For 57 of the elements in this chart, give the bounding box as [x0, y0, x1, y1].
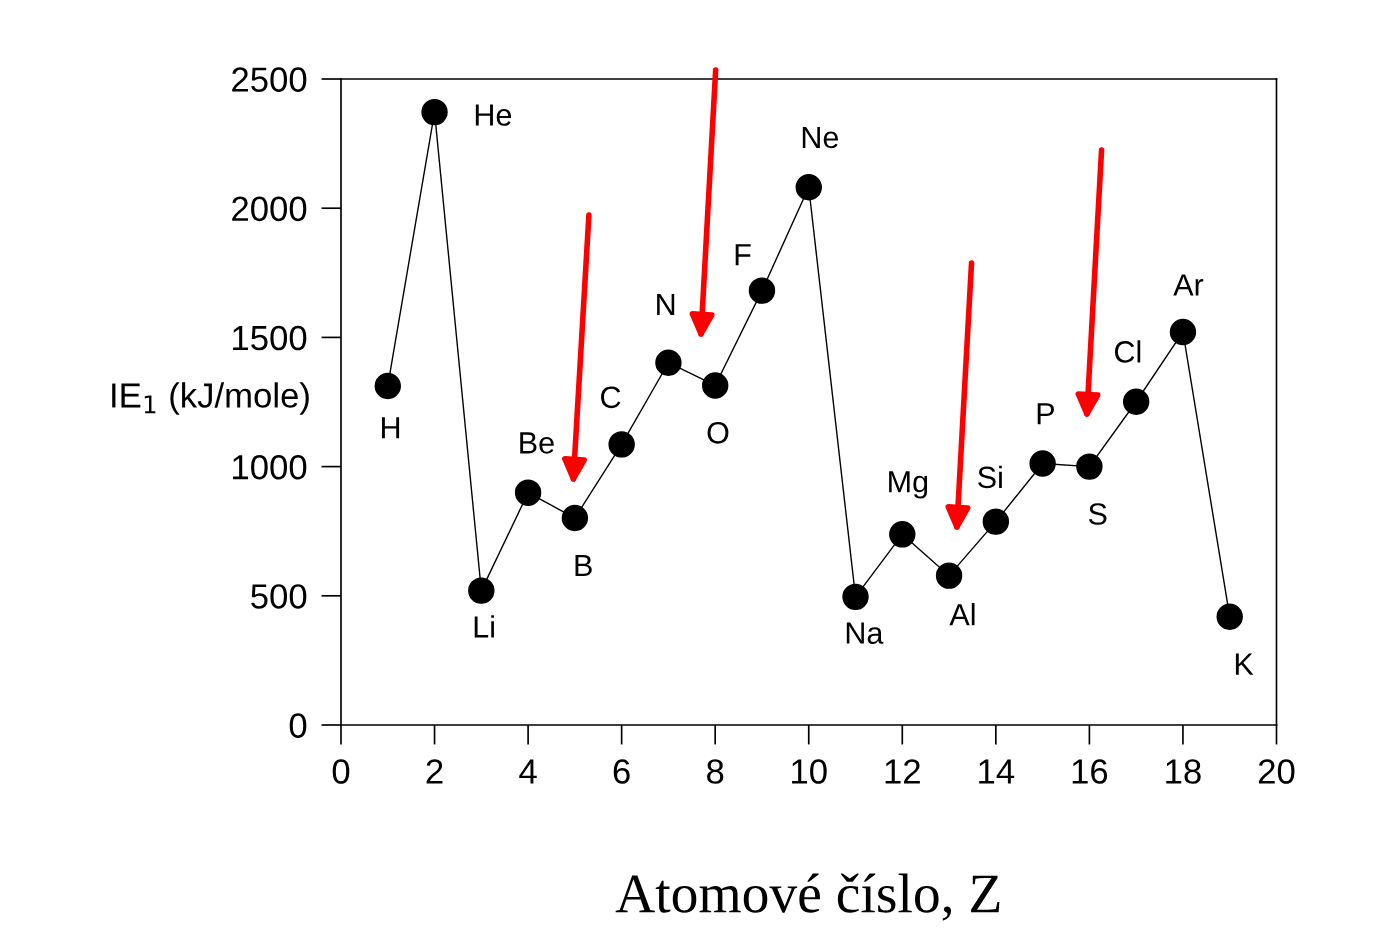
x-tick-label: 0 [332, 759, 350, 784]
point [1076, 453, 1103, 480]
point [935, 562, 963, 589]
annotation: Li [474, 615, 494, 638]
point [561, 504, 589, 532]
point [795, 174, 822, 201]
point [748, 277, 776, 304]
annotation: F [735, 244, 751, 266]
annotation: S [1088, 503, 1107, 525]
annotation: H [382, 417, 400, 439]
x-tick-label: 2 [426, 759, 443, 784]
point [514, 479, 542, 506]
annotation: Mg [889, 471, 928, 499]
x-tick-label: 10 [792, 759, 827, 784]
point [1122, 388, 1150, 415]
annotation: C [601, 386, 621, 409]
annotation: Be [520, 432, 554, 454]
annotation: Si [978, 465, 1002, 489]
annotation: He [475, 104, 512, 126]
point [982, 508, 1010, 535]
x-tick-label: 20 [1258, 759, 1295, 784]
point [655, 349, 682, 376]
annotation: K [1235, 653, 1254, 675]
y-tick-label: 500 [251, 584, 307, 609]
y-tick-label: 1500 [233, 325, 307, 351]
point [421, 98, 448, 126]
point [1029, 450, 1056, 477]
y-tick-label: 2500 [232, 67, 307, 92]
y-axis-title: IE$_{1}$ (kJ/mole) [112, 382, 309, 415]
point [842, 583, 869, 611]
x-axis-title: Atomové číslo, Z [615, 873, 1000, 921]
annotation: Ne [802, 126, 839, 149]
annotation: Cl [1114, 340, 1141, 363]
point [1216, 603, 1243, 630]
y-tick-label: 2000 [232, 196, 307, 222]
annotation: N [657, 294, 675, 316]
y-tick-label: 0 [289, 713, 307, 738]
annotation: P [1037, 403, 1054, 425]
point [1169, 318, 1197, 346]
x-tick-label: 12 [885, 759, 920, 784]
annotation: Ar [1173, 274, 1204, 296]
x-tick-label: 6 [613, 759, 630, 784]
annotation: B [575, 554, 592, 576]
annotation: Al [949, 603, 975, 626]
annotation: O [707, 422, 729, 444]
annotation: Na [846, 622, 884, 644]
point [374, 372, 401, 400]
point [889, 521, 916, 548]
point [468, 577, 495, 604]
x-tick-label: 14 [979, 759, 1015, 784]
point [702, 372, 729, 399]
y-tick-label: 1000 [233, 454, 307, 480]
x-tick-label: 16 [1072, 759, 1108, 784]
point [608, 431, 635, 458]
x-tick-label: 4 [519, 759, 537, 784]
x-tick-label: 8 [707, 759, 724, 784]
x-tick-label: 18 [1166, 759, 1201, 784]
